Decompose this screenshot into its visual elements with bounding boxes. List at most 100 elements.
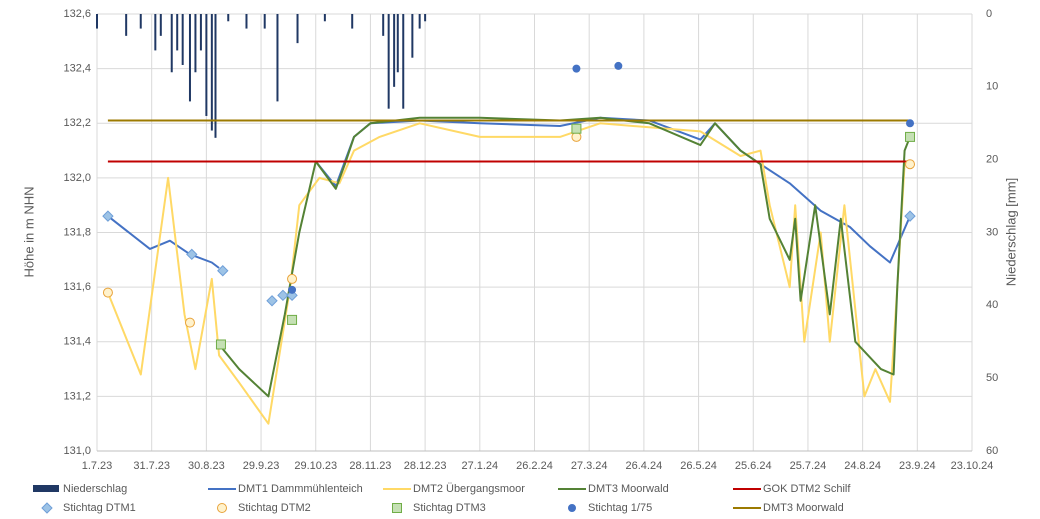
legend-label: Stichtag 1/75 bbox=[588, 502, 652, 514]
bar bbox=[382, 14, 385, 36]
y-tick-label: 131,2 bbox=[63, 390, 91, 402]
y-tick-label: 132,6 bbox=[63, 8, 91, 20]
legend-label: DMT3 Moorwald bbox=[763, 502, 844, 514]
marker-dot bbox=[288, 285, 297, 294]
y-tick-label: 132,0 bbox=[63, 172, 91, 184]
x-tick-label: 27.1.24 bbox=[461, 460, 498, 472]
bar bbox=[96, 14, 98, 29]
y-tick-label: 131,4 bbox=[63, 336, 91, 348]
legend-item: Stichtag DTM1 bbox=[41, 502, 136, 514]
legend-item: GOK DTM2 Schilf bbox=[733, 483, 851, 495]
legend-label: Stichtag DTM1 bbox=[63, 502, 136, 514]
x-tick-label: 29.9.23 bbox=[243, 460, 280, 472]
legend-label: Stichtag DTM3 bbox=[413, 502, 486, 514]
y-tick-label: 131,6 bbox=[63, 281, 91, 293]
bar bbox=[276, 14, 279, 102]
marker-square bbox=[287, 314, 298, 325]
marker-diamond bbox=[277, 289, 289, 302]
y2-tick-label: 40 bbox=[986, 299, 998, 311]
y-tick-label: 131,8 bbox=[63, 226, 91, 238]
marker-diamond bbox=[102, 210, 114, 222]
y2-tick-label: 0 bbox=[986, 8, 992, 20]
y2-tick-label: 50 bbox=[986, 372, 998, 384]
bar bbox=[393, 14, 396, 87]
marker-diamond bbox=[266, 295, 278, 307]
y-tick-label: 132,4 bbox=[63, 63, 91, 75]
bar bbox=[387, 14, 390, 109]
x-tick-label: 25.6.24 bbox=[735, 460, 772, 472]
x-tick-label: 25.7.24 bbox=[790, 460, 827, 472]
bar bbox=[227, 14, 230, 22]
bar bbox=[194, 14, 197, 73]
marker-dot bbox=[906, 119, 915, 128]
legend-item: Stichtag 1/75 bbox=[568, 502, 652, 514]
y2-axis-title: Niederschlag [mm] bbox=[1003, 178, 1018, 286]
bar bbox=[263, 14, 266, 29]
legend-item: Stichtag DTM2 bbox=[217, 502, 311, 514]
marker-circle bbox=[571, 131, 582, 142]
y2-tick-label: 60 bbox=[986, 445, 998, 457]
bar bbox=[351, 14, 354, 29]
marker-diamond bbox=[186, 248, 198, 261]
x-tick-label: 31.7.23 bbox=[133, 460, 170, 472]
x-tick-label: 1.7.23 bbox=[82, 460, 113, 472]
x-tick-label: 23.9.24 bbox=[899, 460, 936, 472]
bar bbox=[199, 14, 202, 51]
legend-label: GOK DTM2 Schilf bbox=[763, 483, 851, 495]
x-tick-label: 23.10.24 bbox=[951, 460, 994, 472]
legend-label: Stichtag DTM2 bbox=[238, 502, 311, 514]
y-tick-label: 132,2 bbox=[63, 117, 91, 129]
bar bbox=[323, 14, 326, 22]
x-tick-label: 30.8.23 bbox=[188, 460, 225, 472]
marker-circle bbox=[217, 503, 227, 513]
marker-square bbox=[905, 131, 916, 142]
legend-label: DMT2 Übergangsmoor bbox=[413, 483, 525, 495]
marker-diamond bbox=[41, 502, 53, 514]
x-tick-label: 26.4.24 bbox=[626, 460, 663, 472]
legend-label: Niederschlag bbox=[63, 483, 127, 495]
marker-circle bbox=[184, 317, 195, 328]
x-tick-label: 28.11.23 bbox=[349, 460, 391, 472]
bar bbox=[296, 14, 299, 44]
marker-circle bbox=[905, 159, 916, 170]
legend-label: DMT1 Dammmühlenteich bbox=[238, 483, 363, 495]
legend-item: DMT2 Übergangsmoor bbox=[383, 483, 525, 495]
line bbox=[106, 122, 911, 425]
bar bbox=[418, 14, 421, 29]
legend-item: Niederschlag bbox=[33, 483, 127, 495]
bar bbox=[411, 14, 414, 58]
x-tick-label: 29.10.23 bbox=[294, 460, 337, 472]
y2-tick-label: 10 bbox=[986, 81, 998, 93]
y-tick-label: 131,0 bbox=[63, 445, 91, 457]
legend-item: DMT3 Moorwald bbox=[558, 483, 669, 495]
bar bbox=[205, 14, 208, 116]
x-tick-label: 26.2.24 bbox=[516, 460, 553, 472]
legend-item: Stichtag DTM3 bbox=[392, 502, 486, 514]
y-axis-title: Höhe in m NHN bbox=[21, 186, 36, 277]
bar bbox=[245, 14, 248, 29]
bar bbox=[424, 14, 427, 22]
x-tick-label: 27.3.24 bbox=[571, 460, 608, 472]
marker-diamond bbox=[217, 265, 229, 277]
y2-tick-label: 20 bbox=[986, 154, 998, 166]
bar bbox=[188, 14, 191, 102]
bar bbox=[159, 14, 162, 36]
bar bbox=[125, 14, 128, 36]
marker-square bbox=[571, 123, 582, 134]
line bbox=[218, 116, 911, 398]
x-tick-label: 24.8.24 bbox=[844, 460, 881, 472]
x-tick-label: 26.5.24 bbox=[680, 460, 717, 472]
bar bbox=[181, 14, 184, 65]
marker-square bbox=[392, 503, 402, 513]
bar bbox=[214, 14, 217, 138]
legend-label: DMT3 Moorwald bbox=[588, 483, 669, 495]
marker-dot bbox=[568, 504, 576, 512]
legend-item: DMT3 Moorwald bbox=[733, 502, 844, 514]
bar bbox=[154, 14, 157, 51]
marker-dot bbox=[572, 64, 581, 73]
legend-item: DMT1 Dammmühlenteich bbox=[208, 483, 363, 495]
bar bbox=[176, 14, 179, 51]
x-tick-label: 28.12.23 bbox=[404, 460, 447, 472]
